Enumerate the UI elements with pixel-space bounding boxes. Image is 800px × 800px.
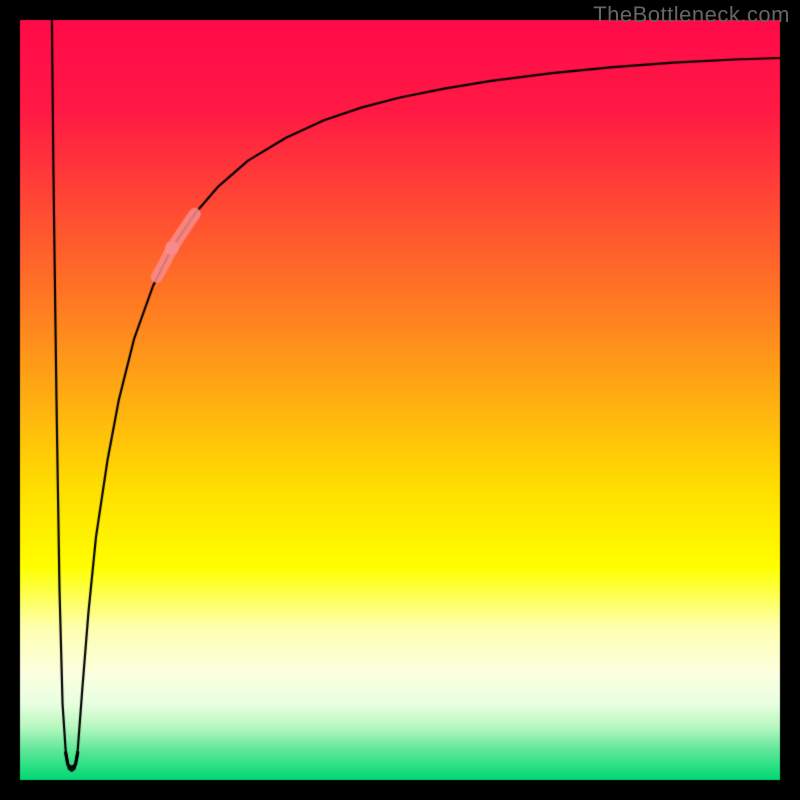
chart-canvas	[0, 0, 800, 800]
watermark-label: TheBottleneck.com	[593, 2, 790, 28]
bottleneck-chart: TheBottleneck.com	[0, 0, 800, 800]
